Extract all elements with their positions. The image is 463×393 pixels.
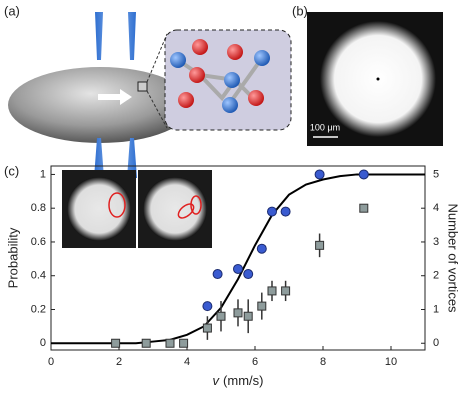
vortex-highlight: [108, 192, 126, 218]
zoom-line: [146, 33, 168, 129]
vortex-number-point: [243, 311, 253, 321]
laser-beam: [95, 12, 136, 60]
vortex-number-point: [202, 323, 212, 333]
vortex-highlight: [190, 195, 202, 215]
y-tick-label: 0.2: [31, 303, 46, 315]
x-tick-label: 6: [252, 356, 258, 368]
atom-cloud: [67, 177, 131, 241]
condensate: [8, 67, 192, 143]
y-tick-label: 1: [40, 168, 46, 180]
vortex-number-point: [257, 301, 267, 311]
vortex-number-point: [216, 311, 226, 321]
x-tick-label: 10: [385, 356, 397, 368]
x-axis-unit: (mm/s): [223, 373, 263, 388]
probability-point: [212, 269, 223, 280]
y-tick-label: 0.8: [31, 202, 46, 214]
arrow: [98, 89, 132, 105]
vortex-number-point: [179, 338, 189, 348]
vortex-number-point: [315, 240, 325, 250]
y2-axis-label: Number of vortices: [446, 203, 461, 313]
probability-point: [358, 169, 369, 180]
vortex-number-point: [267, 286, 277, 296]
vortex-number-point: [111, 338, 121, 348]
atom-cloud: [143, 177, 207, 241]
y-axis-label: Probability: [5, 227, 20, 288]
probability-point: [202, 301, 213, 312]
y-tick-label: 0.6: [31, 236, 46, 248]
probability-point: [314, 169, 325, 180]
y2-tick-label: 5: [433, 168, 439, 180]
y-tick-label: 0: [40, 337, 46, 349]
scale-bar-label: 100 μm: [310, 122, 340, 132]
y2-tick-label: 0: [433, 337, 439, 349]
y2-tick-label: 1: [433, 303, 439, 315]
x-tick-label: 0: [48, 356, 54, 368]
vortex-number-point: [233, 308, 243, 318]
y2-tick-label: 2: [433, 270, 439, 282]
vortex-number-point: [141, 338, 151, 348]
probability-point: [267, 206, 277, 217]
y2-tick-label: 3: [433, 236, 439, 248]
probability-point: [233, 263, 243, 274]
vortex-core: [376, 77, 380, 81]
panel-label: (b): [292, 3, 308, 18]
x-tick-label: 8: [320, 356, 326, 368]
probability-point: [256, 243, 267, 254]
panel-label: (a): [4, 3, 20, 18]
vortex-number-point: [359, 203, 369, 213]
x-tick-label: 4: [184, 356, 190, 368]
vortex-number-point: [281, 286, 291, 296]
x-axis-symbol: v: [213, 373, 221, 388]
y-tick-label: 0.4: [31, 270, 46, 282]
panel-label: (c): [4, 163, 19, 178]
vortex-number-point: [165, 338, 175, 348]
probability-point: [243, 269, 254, 280]
plot-frame: [50, 165, 426, 351]
x-axis-label: v (mm/s): [213, 373, 264, 388]
spins: [170, 39, 270, 113]
x-tick-label: 2: [116, 356, 122, 368]
vortex-highlight: [177, 203, 195, 219]
probability-point: [280, 206, 291, 217]
region-marker: [137, 81, 148, 92]
y2-tick-label: 4: [433, 202, 439, 214]
